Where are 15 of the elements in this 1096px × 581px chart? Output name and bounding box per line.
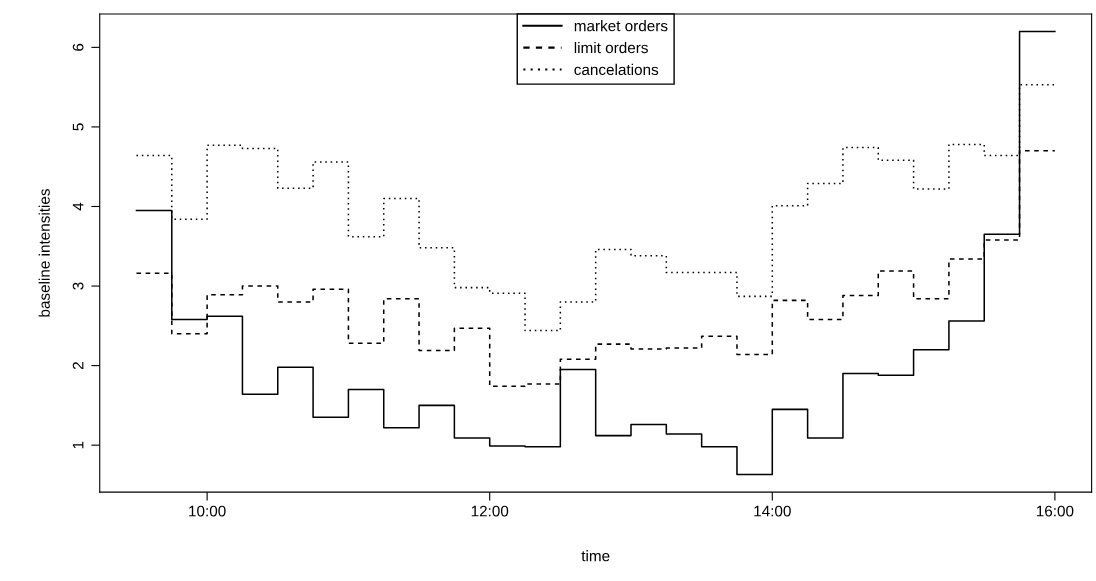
y-tick-label: 5 <box>72 123 84 131</box>
x-tick-label: 12:00 <box>471 505 509 517</box>
x-tick-label: 14:00 <box>754 505 791 517</box>
y-tick-label: 6 <box>72 43 84 51</box>
x-tick-label: 10:00 <box>189 505 226 517</box>
legend-label: market orders <box>574 20 668 32</box>
legend-label: cancelations <box>574 63 659 76</box>
y-tick-label: 2 <box>72 362 84 370</box>
y-axis-title: baseline intensities <box>38 189 50 317</box>
y-tick-label: 3 <box>72 282 84 290</box>
y-tick-label: 4 <box>72 202 84 211</box>
x-tick-label: 16:00 <box>1036 505 1074 517</box>
x-axis-title: time <box>581 550 610 562</box>
legend-label: limit orders <box>574 41 648 54</box>
y-tick-label: 1 <box>72 441 84 449</box>
